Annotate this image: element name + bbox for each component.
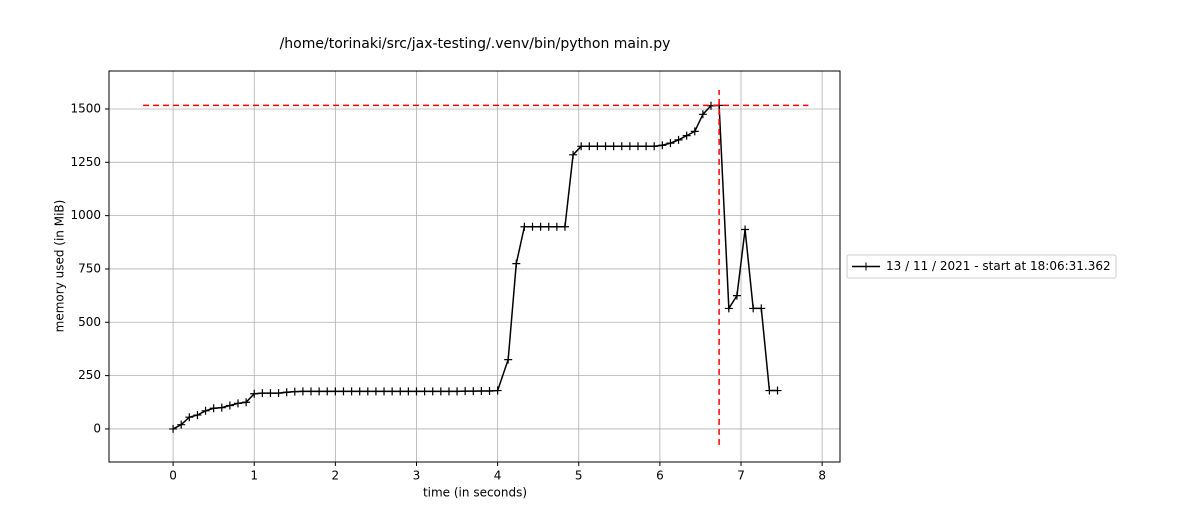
marker: [504, 355, 513, 364]
marker: [601, 142, 610, 151]
marker: [282, 388, 291, 397]
marker: [625, 142, 634, 151]
marker: [469, 387, 478, 396]
marker: [396, 387, 405, 396]
marker: [757, 304, 766, 313]
marker: [307, 387, 316, 396]
marker: [380, 387, 389, 396]
marker: [347, 387, 356, 396]
y-tick-label: 0: [93, 421, 101, 435]
x-tick-label: 2: [332, 469, 340, 483]
marker: [331, 387, 340, 396]
marker: [209, 404, 218, 413]
marker: [266, 389, 275, 398]
marker: [428, 387, 437, 396]
marker: [569, 150, 578, 159]
marker: [453, 387, 462, 396]
x-tick-label: 7: [737, 469, 745, 483]
y-tick-label: 500: [78, 315, 101, 329]
legend-marker: [862, 262, 870, 271]
x-tick-label: 3: [413, 469, 421, 483]
marker: [258, 389, 267, 398]
marker: [234, 399, 242, 408]
marker: [363, 387, 372, 396]
marker: [493, 386, 502, 395]
marker: [290, 387, 299, 396]
marker: [617, 142, 626, 151]
marker: [552, 222, 561, 231]
marker: [650, 142, 659, 151]
marker: [741, 225, 750, 234]
marker: [339, 387, 348, 396]
marker: [682, 131, 691, 140]
marker: [177, 420, 186, 429]
marker: [436, 387, 445, 396]
marker: [404, 387, 413, 396]
marker: [749, 304, 758, 313]
y-tick-label: 250: [78, 368, 101, 382]
x-tick-label: 6: [656, 469, 664, 483]
x-tick-label: 1: [250, 469, 258, 483]
marker: [544, 222, 553, 231]
marker: [315, 387, 324, 396]
marker: [298, 387, 307, 396]
marker: [388, 387, 397, 396]
marker: [420, 387, 429, 396]
y-tick-label: 1250: [70, 155, 101, 169]
marker: [412, 387, 421, 396]
marker: [577, 142, 586, 151]
marker: [274, 389, 283, 398]
y-tick-label: 750: [78, 261, 101, 275]
marker: [461, 387, 470, 396]
y-axis-label: memory used (in MiB): [53, 200, 67, 333]
legend-frame: [846, 254, 1117, 279]
marker: [593, 142, 602, 151]
marker: [633, 142, 642, 151]
y-tick-label: 1000: [70, 208, 101, 222]
marker: [242, 398, 251, 407]
marker: [169, 424, 178, 433]
chart-title: /home/torinaki/src/jax-testing/.venv/bin…: [280, 36, 671, 52]
marker: [724, 304, 733, 313]
marker: [560, 222, 569, 231]
marker: [444, 387, 453, 396]
marker: [609, 142, 618, 151]
marker: [250, 389, 259, 398]
marker: [666, 139, 675, 148]
plot-frame: [108, 70, 841, 463]
marker: [323, 387, 332, 396]
marker: [512, 259, 521, 268]
marker: [225, 401, 234, 410]
x-tick-label: 4: [494, 469, 502, 483]
marker: [528, 222, 537, 231]
marker: [536, 222, 545, 231]
marker: [585, 142, 594, 151]
marker: [773, 386, 782, 395]
marker: [642, 142, 651, 151]
marker: [732, 291, 741, 300]
marker: [217, 403, 226, 412]
marker: [485, 386, 494, 395]
marker: [698, 110, 707, 119]
marker: [765, 386, 774, 395]
x-tick-label: 5: [575, 469, 583, 483]
marker: [520, 222, 529, 231]
legend-label: 13 / 11 / 2021 - start at 18:06:31.362: [886, 259, 1111, 273]
marker: [355, 387, 364, 396]
marker: [371, 387, 380, 396]
marker: [674, 135, 683, 144]
series-line: [172, 104, 778, 430]
x-axis-label: time (in seconds): [423, 486, 527, 500]
marker: [185, 413, 194, 422]
x-tick-label: 0: [169, 469, 177, 483]
marker: [477, 386, 486, 395]
marker: [658, 141, 667, 150]
marker: [690, 127, 699, 136]
marker: [201, 406, 210, 415]
y-tick-label: 1500: [70, 101, 101, 115]
marker: [193, 411, 202, 420]
x-tick-label: 8: [818, 469, 826, 483]
